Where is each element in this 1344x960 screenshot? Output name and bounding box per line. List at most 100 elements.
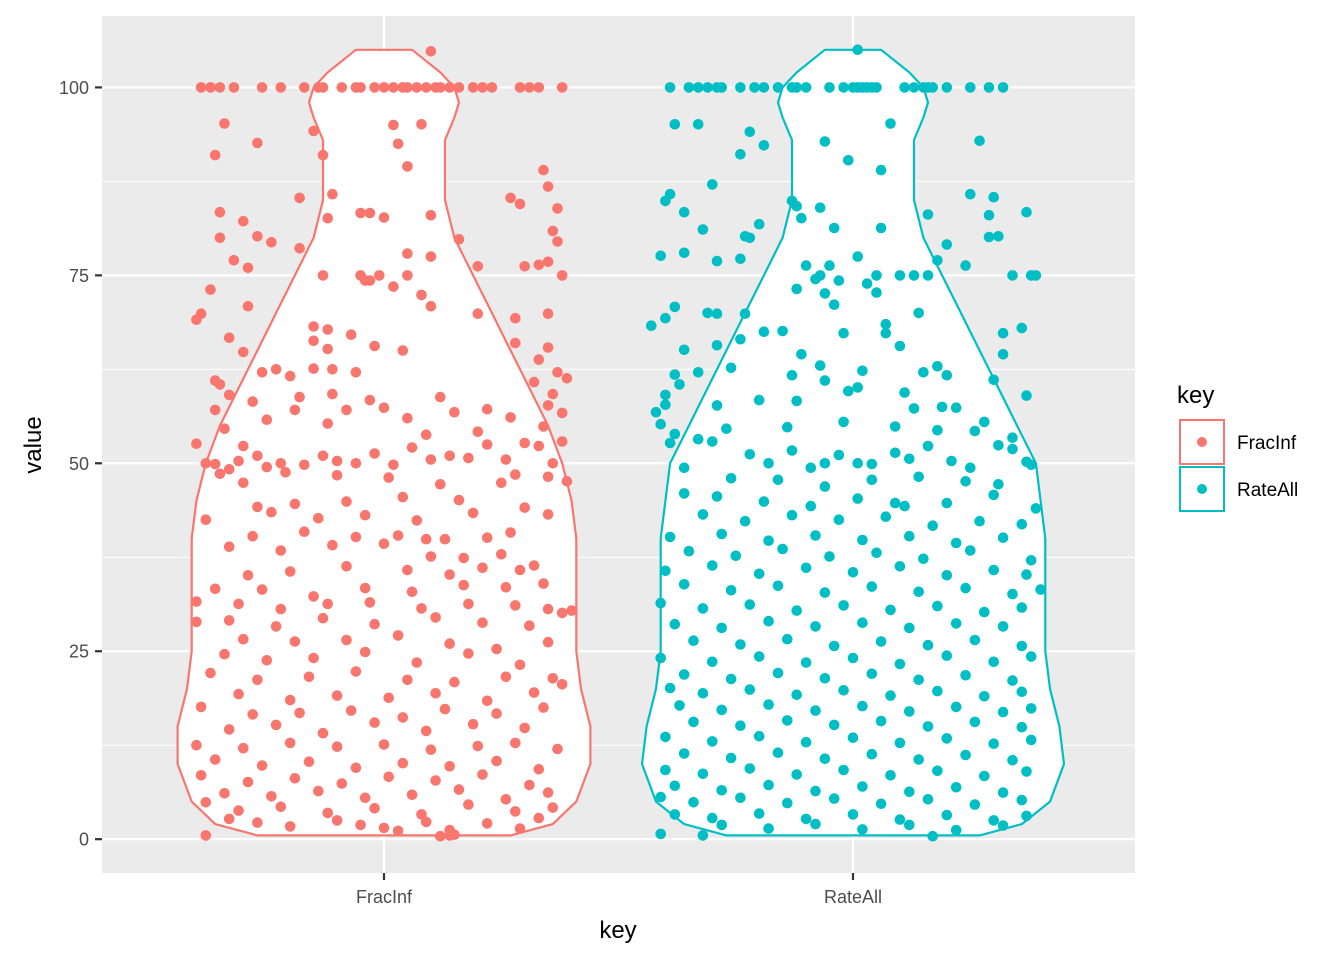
legend-label-fracinf: FracInf — [1237, 433, 1297, 454]
point-fracinf — [219, 788, 230, 799]
point-rateall — [711, 400, 723, 411]
point-rateall — [725, 473, 737, 484]
point-rateall — [936, 401, 948, 413]
point-rateall — [660, 565, 671, 577]
point-fracinf — [350, 531, 362, 543]
point-fracinf — [528, 560, 540, 571]
point-rateall — [678, 488, 690, 499]
point-rateall — [711, 340, 723, 351]
point-fracinf — [294, 707, 305, 719]
data-points — [191, 44, 1046, 842]
point-rateall — [749, 82, 760, 93]
point-rateall — [857, 534, 868, 546]
point-fracinf — [383, 692, 395, 704]
point-fracinf — [444, 569, 456, 580]
point-rateall — [772, 82, 784, 93]
point-rateall — [1021, 390, 1032, 401]
point-rateall — [922, 440, 934, 452]
point-rateall — [969, 799, 981, 810]
point-fracinf — [233, 455, 244, 467]
point-rateall — [941, 809, 953, 821]
point-rateall — [988, 564, 999, 576]
point-rateall — [678, 579, 690, 590]
point-fracinf — [233, 598, 244, 610]
point-fracinf — [481, 439, 493, 450]
point-rateall — [871, 82, 882, 93]
point-rateall — [1021, 569, 1032, 580]
point-rateall — [725, 585, 737, 596]
legend-point-fracinf — [1197, 437, 1207, 447]
point-fracinf — [472, 261, 484, 272]
point-rateall — [744, 449, 756, 460]
point-rateall — [800, 813, 812, 825]
point-rateall — [965, 462, 976, 474]
point-rateall — [913, 674, 924, 686]
point-rateall — [782, 715, 793, 726]
point-fracinf — [209, 458, 221, 470]
point-rateall — [838, 764, 849, 776]
point-fracinf — [402, 564, 413, 576]
point-rateall — [908, 403, 920, 414]
point-fracinf — [481, 532, 493, 543]
point-rateall — [913, 754, 924, 765]
point-rateall — [1016, 640, 1028, 652]
point-rateall — [852, 493, 863, 504]
point-fracinf — [317, 149, 329, 161]
point-rateall — [918, 553, 929, 565]
point-fracinf — [547, 388, 559, 400]
point-fracinf — [359, 582, 371, 594]
point-rateall — [782, 421, 793, 433]
point-fracinf — [467, 507, 479, 519]
point-fracinf — [402, 82, 413, 93]
point-rateall — [664, 531, 676, 543]
point-fracinf — [242, 300, 254, 312]
point-fracinf — [392, 138, 404, 150]
point-fracinf — [275, 603, 287, 615]
point-fracinf — [266, 237, 277, 248]
point-fracinf — [477, 617, 488, 628]
point-fracinf — [238, 440, 249, 452]
point-rateall — [688, 635, 699, 646]
point-rateall — [716, 704, 727, 716]
point-rateall — [660, 312, 671, 324]
point-fracinf — [369, 82, 380, 93]
point-fracinf — [238, 633, 249, 645]
point-rateall — [875, 164, 887, 176]
point-rateall — [678, 462, 690, 474]
point-rateall — [1030, 270, 1042, 281]
point-fracinf — [430, 775, 441, 786]
point-fracinf — [444, 638, 456, 649]
point-fracinf — [308, 125, 319, 137]
point-rateall — [660, 195, 671, 207]
point-rateall — [655, 418, 666, 430]
point-fracinf — [378, 402, 390, 414]
point-fracinf — [261, 655, 273, 666]
point-fracinf — [327, 188, 338, 200]
point-fracinf — [341, 404, 352, 416]
point-rateall — [1007, 270, 1018, 281]
point-rateall — [889, 497, 901, 509]
point-fracinf — [430, 688, 441, 699]
point-rateall — [880, 318, 892, 330]
point-fracinf — [453, 82, 465, 93]
point-fracinf — [406, 442, 418, 453]
point-fracinf — [416, 119, 427, 130]
point-fracinf — [223, 541, 235, 552]
point-rateall — [1025, 734, 1037, 746]
point-fracinf — [388, 119, 399, 131]
point-fracinf — [270, 621, 282, 632]
point-fracinf — [289, 773, 301, 784]
point-fracinf — [444, 450, 456, 462]
point-rateall — [932, 424, 943, 436]
point-fracinf — [261, 461, 273, 473]
point-rateall — [1025, 555, 1037, 566]
point-fracinf — [411, 515, 423, 526]
point-rateall — [772, 474, 784, 486]
violin-rateall — [640, 48, 1066, 837]
point-rateall — [655, 791, 666, 803]
point-rateall — [791, 769, 802, 780]
point-fracinf — [542, 603, 554, 615]
point-rateall — [810, 705, 821, 716]
point-rateall — [871, 547, 882, 559]
